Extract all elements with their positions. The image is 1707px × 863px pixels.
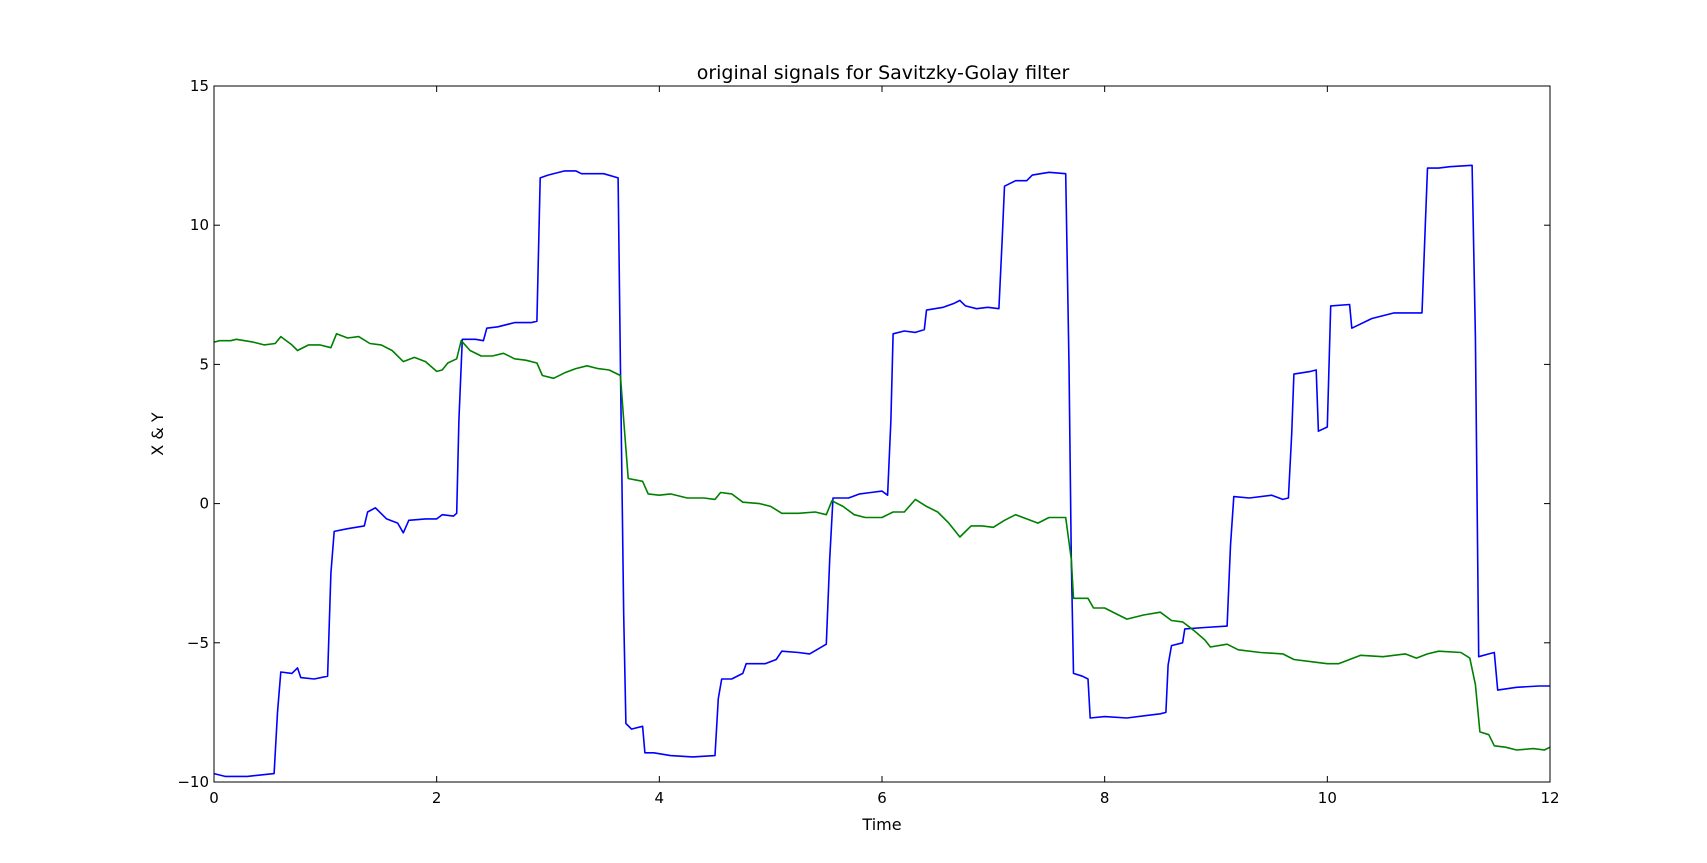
y-tick-label: 10	[190, 216, 209, 234]
x-tick-label: 12	[1540, 789, 1559, 807]
x-tick-label: 6	[877, 789, 887, 807]
x-tick-label: 10	[1318, 789, 1337, 807]
y-tick-label: 15	[190, 77, 209, 95]
x-tick-label: 4	[655, 789, 665, 807]
series-line-1	[213, 164, 1550, 778]
x-tick-label: 2	[432, 789, 442, 807]
tick-layer: 0 2 4 6 8 10 12 −10 −5 0 5 10 15	[177, 77, 1559, 807]
y-tick-label: −10	[177, 773, 209, 791]
series-line-2	[213, 333, 1551, 751]
x-axis-label: Time	[861, 815, 901, 834]
chart-title: original signals for Savitzky-Golay filt…	[697, 62, 1070, 84]
y-tick-label: 0	[199, 495, 209, 513]
x-tick-label: 8	[1100, 789, 1110, 807]
y-tick-label: 5	[199, 355, 209, 373]
y-axis-label: X & Y	[148, 412, 167, 456]
series-layer	[213, 164, 1551, 778]
x-tick-label: 0	[209, 789, 219, 807]
y-tick-label: −5	[187, 634, 209, 652]
